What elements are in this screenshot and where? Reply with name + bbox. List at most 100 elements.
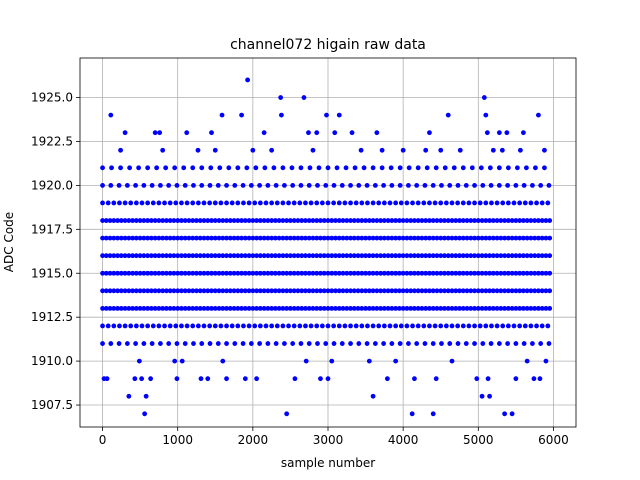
data-point <box>464 218 470 223</box>
data-point <box>201 253 207 259</box>
data-point <box>139 200 145 206</box>
data-point <box>449 253 455 259</box>
data-point <box>442 270 447 276</box>
data-point <box>103 253 109 259</box>
data-point <box>182 218 188 223</box>
data-point <box>269 323 275 329</box>
data-point <box>498 305 504 311</box>
data-point <box>543 305 549 311</box>
data-point <box>303 253 308 259</box>
data-point <box>167 253 173 259</box>
data-point <box>427 305 432 311</box>
data-point <box>445 288 451 294</box>
data-point <box>509 270 515 276</box>
data-point <box>160 305 166 311</box>
data-point <box>378 253 384 259</box>
data-point <box>212 270 218 276</box>
data-point <box>547 218 553 223</box>
data-point <box>199 182 205 188</box>
data-point <box>343 165 349 171</box>
data-point <box>475 305 481 311</box>
data-point <box>348 341 353 346</box>
data-point <box>381 288 387 294</box>
data-point <box>100 200 105 206</box>
data-point <box>227 270 233 276</box>
data-point <box>351 270 357 276</box>
data-point <box>422 341 428 346</box>
data-point <box>297 323 303 329</box>
data-point <box>191 341 196 346</box>
data-point <box>543 253 549 259</box>
data-point <box>116 341 122 346</box>
data-point <box>370 200 376 206</box>
data-point <box>543 288 549 294</box>
data-point <box>472 323 477 329</box>
data-point <box>141 341 147 346</box>
data-point <box>387 200 393 206</box>
data-point <box>447 341 453 346</box>
data-point <box>310 288 316 294</box>
data-point <box>370 235 376 241</box>
x-tick-label: 4000 <box>388 433 419 447</box>
data-point <box>333 305 338 311</box>
data-point <box>534 323 539 329</box>
data-points <box>100 77 553 417</box>
data-point <box>385 218 391 223</box>
data-point <box>410 323 415 329</box>
data-point <box>505 218 511 223</box>
data-point <box>336 323 342 329</box>
data-point <box>513 305 519 311</box>
data-point <box>269 253 275 259</box>
data-point <box>254 218 260 223</box>
data-point <box>239 218 244 223</box>
data-point <box>385 270 391 276</box>
data-point <box>179 288 184 294</box>
data-point <box>239 270 244 276</box>
data-point <box>318 235 323 241</box>
data-point <box>477 323 483 329</box>
data-point <box>133 270 139 276</box>
data-point <box>173 323 179 329</box>
data-point <box>190 200 196 206</box>
data-point <box>472 182 477 188</box>
data-point <box>479 288 485 294</box>
data-point <box>175 235 181 241</box>
data-point <box>254 270 260 276</box>
data-point <box>117 200 122 206</box>
data-point <box>400 288 406 294</box>
data-point <box>513 235 519 241</box>
data-point <box>179 253 184 259</box>
data-point <box>348 270 353 276</box>
data-point <box>481 95 487 100</box>
data-point <box>457 288 462 294</box>
data-point <box>385 235 391 241</box>
data-point <box>381 341 387 346</box>
data-point <box>133 253 139 259</box>
data-point <box>286 200 291 206</box>
data-point <box>524 305 530 311</box>
data-point <box>374 235 380 241</box>
data-point <box>100 323 105 329</box>
data-point <box>182 182 188 188</box>
data-point <box>472 218 477 223</box>
data-point <box>162 323 167 329</box>
data-point <box>310 147 316 153</box>
data-point <box>489 323 494 329</box>
data-point <box>498 218 504 223</box>
data-point <box>195 200 201 206</box>
data-point <box>333 288 338 294</box>
data-point <box>381 253 387 259</box>
data-point <box>298 182 304 188</box>
data-point <box>389 253 395 259</box>
data-point <box>412 218 417 223</box>
data-point <box>374 288 380 294</box>
data-point <box>415 165 421 171</box>
data-point <box>536 288 541 294</box>
data-point <box>404 253 410 259</box>
data-point <box>353 323 359 329</box>
data-point <box>175 253 181 259</box>
data-point <box>500 200 506 206</box>
data-point <box>314 305 320 311</box>
data-point <box>389 305 395 311</box>
data-point <box>167 218 173 223</box>
